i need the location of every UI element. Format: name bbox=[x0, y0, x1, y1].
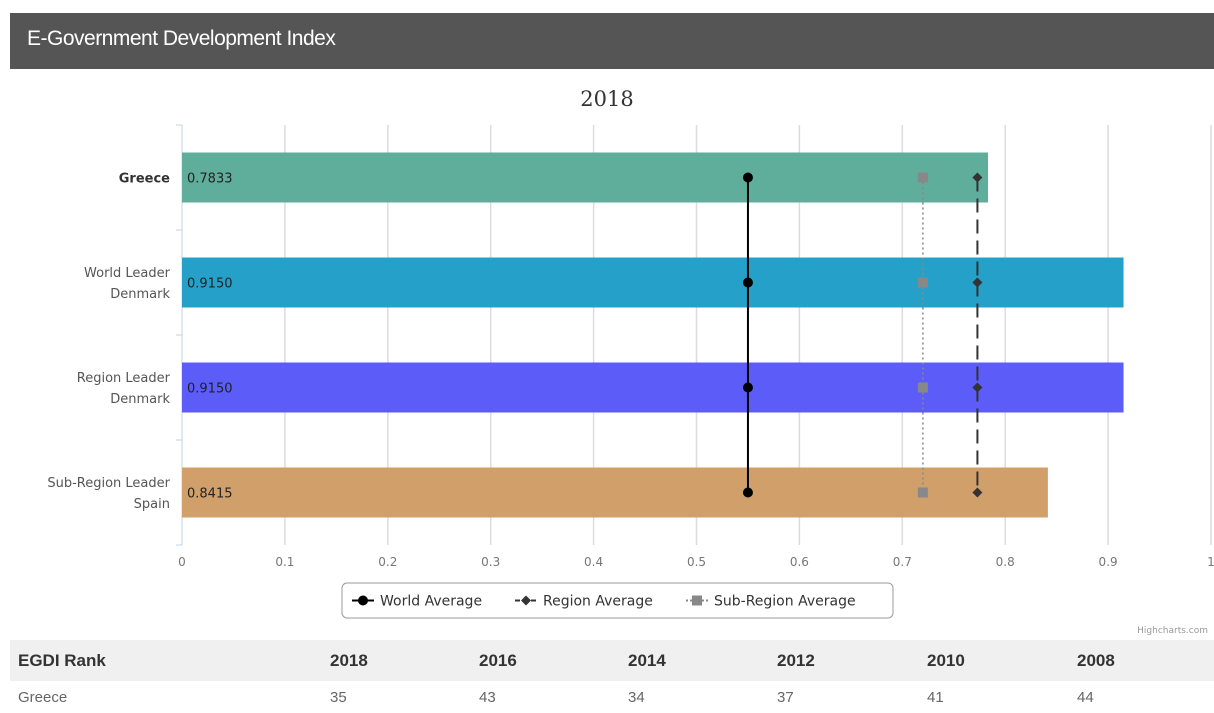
data-label: 0.8415 bbox=[187, 487, 233, 502]
table-header-cell: EGDI Rank bbox=[10, 640, 330, 681]
table-header-cell: 2008 bbox=[1077, 640, 1214, 681]
page-title: E-Government Development Index bbox=[27, 27, 336, 50]
x-tick-label: 0.3 bbox=[481, 555, 500, 569]
legend-label: World Average bbox=[380, 594, 482, 610]
table-cell: Greece bbox=[18, 688, 68, 706]
egdi-rank-table: EGDI Rank 2018 2016 2014 2012 2010 2008 … bbox=[10, 640, 1214, 713]
x-tick-label: 0.6 bbox=[790, 555, 809, 569]
x-tick-label: 0.2 bbox=[378, 555, 397, 569]
category-label: Denmark bbox=[110, 287, 170, 302]
x-tick-label: 0 bbox=[178, 555, 186, 569]
x-tick-label: 0.9 bbox=[1099, 555, 1118, 569]
table-cell: 34 bbox=[628, 688, 645, 706]
table-header-cell: 2014 bbox=[628, 640, 777, 681]
series-marker[interactable] bbox=[742, 277, 753, 288]
category-label: Denmark bbox=[110, 392, 170, 407]
bar[interactable] bbox=[182, 467, 1048, 518]
data-label: 0.9150 bbox=[187, 277, 233, 292]
legend-label: Region Average bbox=[543, 594, 653, 610]
chart-title: 2018 bbox=[580, 87, 633, 111]
table-header-cell: 2012 bbox=[777, 640, 927, 681]
x-tick-label: 0.1 bbox=[275, 555, 294, 569]
data-label: 0.9150 bbox=[187, 382, 233, 397]
series-marker[interactable] bbox=[917, 382, 928, 393]
series-marker[interactable] bbox=[972, 487, 983, 498]
category-label: Greece bbox=[119, 172, 170, 187]
bar[interactable] bbox=[182, 362, 1124, 413]
x-tick-label: 0.7 bbox=[893, 555, 912, 569]
legend-marker[interactable] bbox=[692, 595, 702, 606]
table-row: Greece 35 43 34 37 41 44 bbox=[10, 681, 1214, 713]
series-marker[interactable] bbox=[917, 172, 928, 183]
legend-box bbox=[341, 582, 894, 619]
table-header-cell: 2018 bbox=[330, 640, 479, 681]
chart-credits[interactable]: Highcharts.com bbox=[1137, 626, 1208, 636]
category-label: World Leader bbox=[84, 266, 171, 281]
table-header-cell: 2010 bbox=[927, 640, 1077, 681]
legend-label: Sub-Region Average bbox=[714, 594, 856, 610]
header-bar: E-Government Development Index bbox=[10, 13, 1214, 69]
legend-marker[interactable] bbox=[358, 595, 368, 606]
table-cell: 37 bbox=[777, 688, 794, 706]
x-tick-label: 1 bbox=[1207, 555, 1214, 569]
data-label: 0.7833 bbox=[187, 172, 233, 187]
series-marker[interactable] bbox=[742, 382, 753, 393]
x-tick-label: 0.5 bbox=[687, 555, 706, 569]
series-marker[interactable] bbox=[917, 277, 928, 288]
series-marker[interactable] bbox=[972, 382, 983, 393]
x-tick-label: 0.8 bbox=[996, 555, 1015, 569]
table-cell: 35 bbox=[330, 688, 347, 706]
table-cell: 43 bbox=[479, 688, 496, 706]
category-label: Spain bbox=[134, 497, 170, 512]
series-marker[interactable] bbox=[917, 487, 928, 498]
series-marker[interactable] bbox=[972, 277, 983, 288]
table-header-cell: 2016 bbox=[479, 640, 628, 681]
series-marker[interactable] bbox=[742, 487, 753, 498]
table-cell: 44 bbox=[1077, 688, 1094, 706]
bar[interactable] bbox=[182, 257, 1124, 308]
series-marker[interactable] bbox=[972, 172, 983, 183]
category-label: Region Leader bbox=[77, 371, 171, 386]
category-label: Sub-Region Leader bbox=[47, 476, 170, 491]
table-header-row: EGDI Rank 2018 2016 2014 2012 2010 2008 bbox=[10, 640, 1214, 681]
legend-marker[interactable] bbox=[521, 595, 531, 606]
series-marker[interactable] bbox=[742, 172, 753, 183]
egdi-bar-chart: 2018 0 0.1 0.2 0.3 0.4 0.5 0.6 0.7 0.8 0.9 1 0.7833 G… bbox=[47, 87, 1214, 619]
bar[interactable] bbox=[182, 152, 989, 203]
x-tick-label: 0.4 bbox=[584, 555, 603, 569]
table-cell: 41 bbox=[927, 688, 944, 706]
